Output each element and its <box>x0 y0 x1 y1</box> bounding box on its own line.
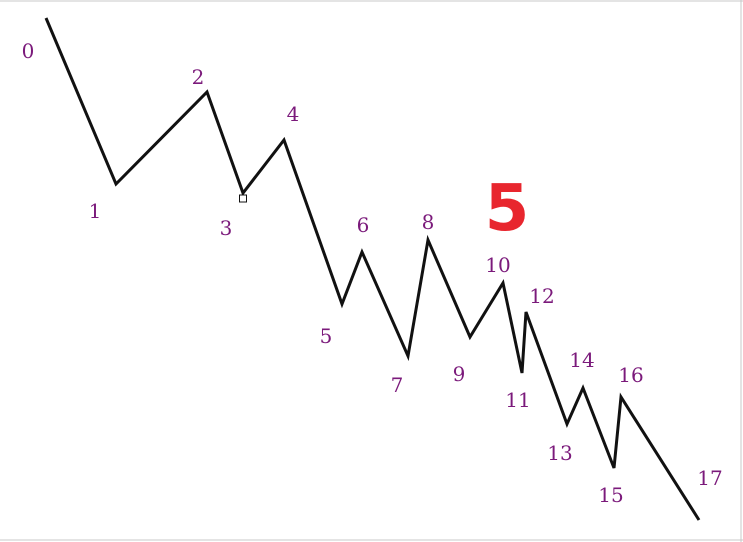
point-label-16: 16 <box>618 363 643 387</box>
point-label-6: 6 <box>357 213 370 237</box>
point-label-4: 4 <box>287 102 300 126</box>
wave-line <box>44 17 701 521</box>
point-label-3: 3 <box>220 216 233 240</box>
point-label-2: 2 <box>192 65 205 89</box>
point-label-13: 13 <box>547 441 572 465</box>
point-label-9: 9 <box>453 362 466 386</box>
point-label-0: 0 <box>22 39 35 63</box>
point-label-10: 10 <box>485 253 510 277</box>
point-label-8: 8 <box>422 210 435 234</box>
point-label-14: 14 <box>569 348 594 372</box>
wave-number-label: 5 <box>485 172 530 246</box>
point-label-17: 17 <box>697 466 722 490</box>
point-label-15: 15 <box>598 483 623 507</box>
point-label-12: 12 <box>529 284 554 308</box>
pivot-marker <box>239 194 247 203</box>
point-label-11: 11 <box>505 388 530 412</box>
point-label-5: 5 <box>320 324 333 348</box>
point-label-7: 7 <box>391 373 404 397</box>
point-label-1: 1 <box>89 199 102 223</box>
